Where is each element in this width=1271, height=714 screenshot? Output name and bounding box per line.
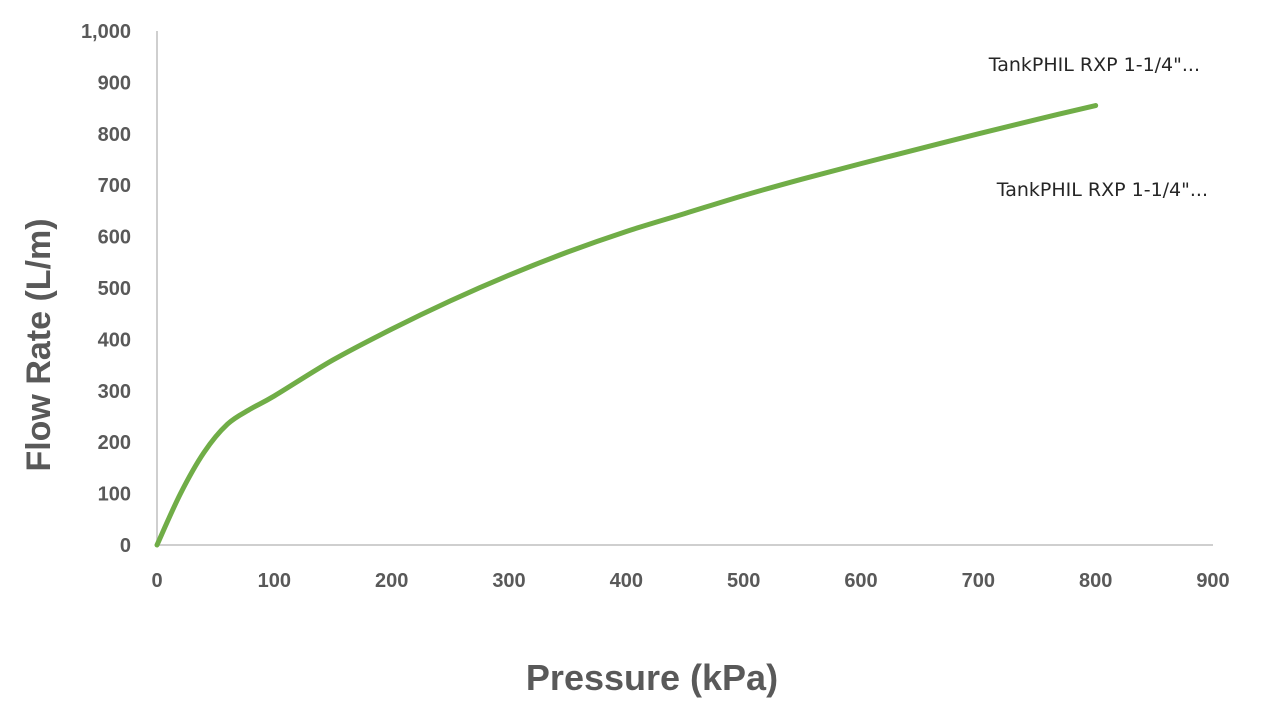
- y-axis-title: Flow Rate (L/m): [20, 218, 58, 471]
- x-tick-label: 500: [727, 570, 760, 592]
- y-tick-label: 1,000: [81, 21, 131, 43]
- y-tick-label: 800: [98, 124, 131, 146]
- x-tick-label: 600: [844, 570, 877, 592]
- x-axis-ticks: 0 100 200 300 400 500 600 700 800 900: [151, 570, 1229, 592]
- x-tick-label: 900: [1196, 570, 1229, 592]
- x-tick-label: 200: [375, 570, 408, 592]
- y-tick-label: 100: [98, 484, 131, 506]
- x-tick-label: 0: [151, 570, 162, 592]
- y-tick-label: 200: [98, 432, 131, 454]
- series-layer: [154, 103, 1099, 548]
- x-tick-label: 100: [258, 570, 291, 592]
- legend-entry-1: TankPHIL RXP 1-1/4"...: [988, 54, 1200, 76]
- y-tick-label: 400: [98, 329, 131, 351]
- y-tick-label: 500: [98, 278, 131, 300]
- y-tick-label: 600: [98, 227, 131, 249]
- y-tick-label: 0: [120, 535, 131, 557]
- y-axis-ticks: 0 100 200 300 400 500 600 700 800 900 1,000: [81, 21, 131, 557]
- y-tick-label: 700: [98, 175, 131, 197]
- x-tick-label: 800: [1079, 570, 1112, 592]
- legend-entry-2: TankPHIL RXP 1-1/4"...: [996, 179, 1208, 201]
- x-tick-label: 400: [610, 570, 643, 592]
- x-axis-title: Pressure (kPa): [526, 657, 778, 698]
- y-tick-label: 300: [98, 381, 131, 403]
- x-tick-label: 700: [962, 570, 995, 592]
- x-tick-label: 300: [492, 570, 525, 592]
- y-tick-label: 900: [98, 72, 131, 94]
- series-line: [154, 103, 1099, 548]
